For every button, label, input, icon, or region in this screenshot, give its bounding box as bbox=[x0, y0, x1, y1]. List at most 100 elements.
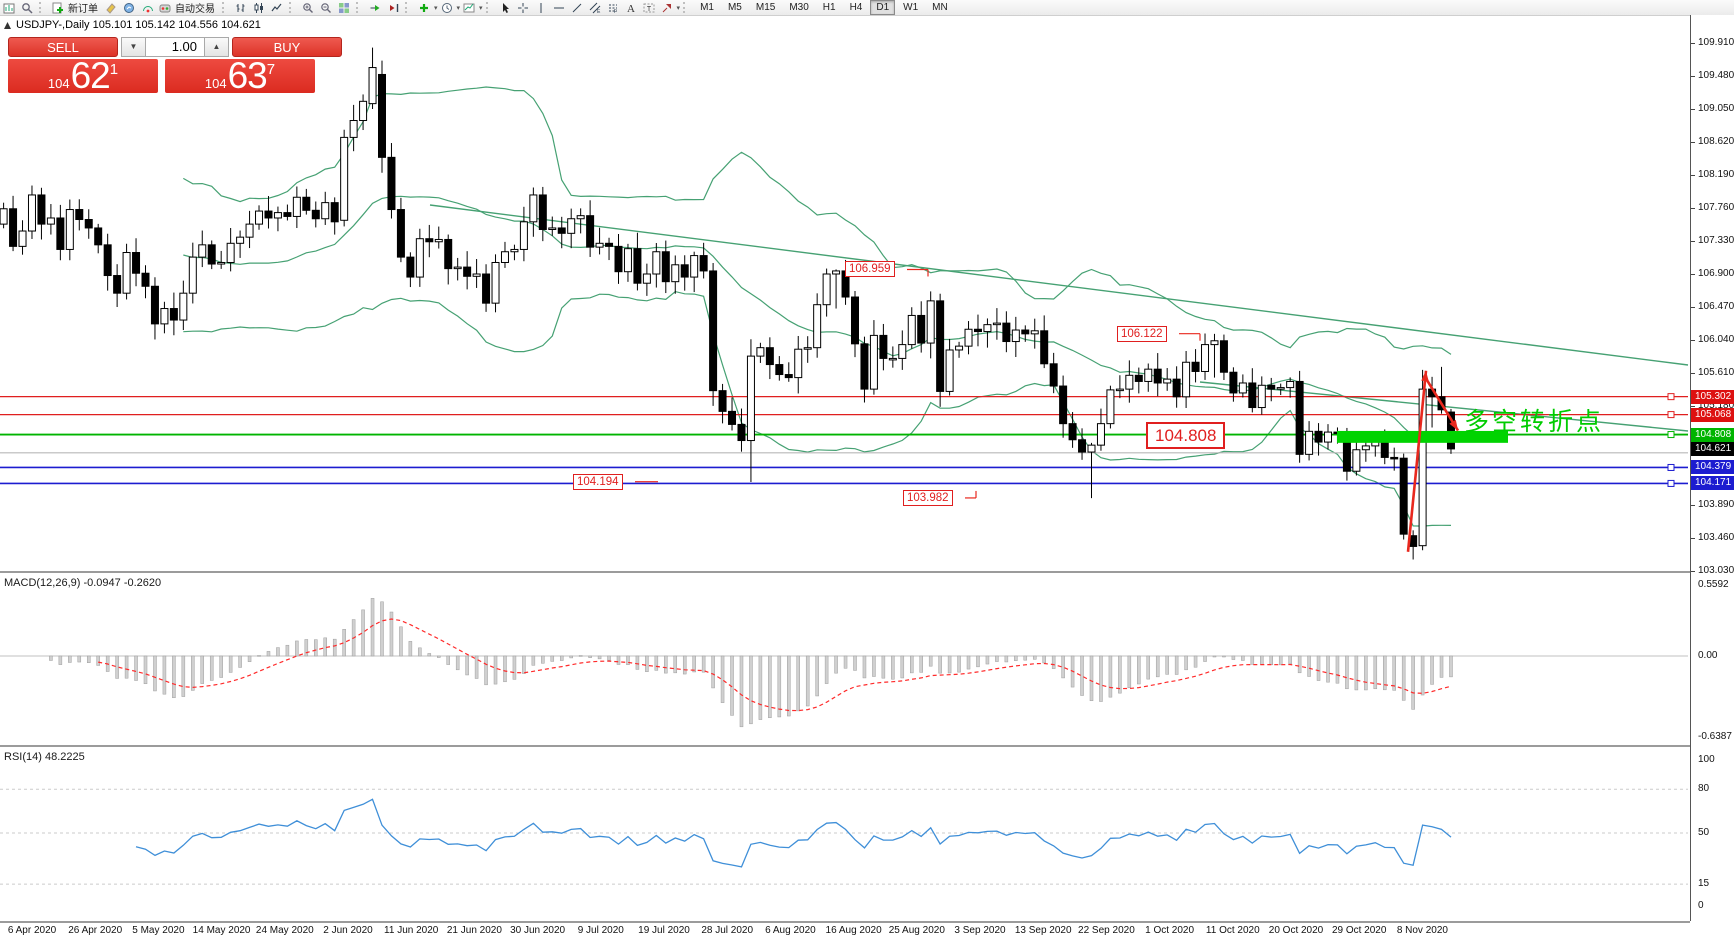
macd-histogram-bar bbox=[446, 655, 450, 665]
templates-icon[interactable] bbox=[460, 1, 478, 15]
timeframe-button-H1[interactable]: H1 bbox=[822, 2, 836, 13]
candle-body bbox=[917, 314, 926, 344]
horizontal-line-icon[interactable] bbox=[550, 1, 568, 15]
trend-arrow-1[interactable] bbox=[1406, 370, 1428, 552]
macd-histogram-bar bbox=[1080, 655, 1084, 696]
candle-body bbox=[907, 314, 916, 346]
ask-price-display[interactable]: 104 63 7 bbox=[165, 57, 315, 94]
level-line-handle[interactable] bbox=[1667, 479, 1675, 487]
new-order-icon[interactable] bbox=[49, 1, 67, 15]
sell-button[interactable]: SELL bbox=[8, 37, 118, 57]
price-label-104.808[interactable]: 104.808 bbox=[1146, 421, 1226, 449]
macd-rsi-separator[interactable] bbox=[0, 745, 1690, 748]
timeframe-button-M5[interactable]: M5 bbox=[727, 2, 742, 13]
volume-increase-button[interactable]: ▲ bbox=[204, 37, 229, 57]
candle-body bbox=[160, 308, 169, 325]
chart-shift-icon[interactable] bbox=[384, 1, 402, 15]
styler-icon[interactable] bbox=[102, 1, 120, 15]
line-chart-icon[interactable] bbox=[268, 1, 286, 15]
one-click-toggle-icon[interactable] bbox=[3, 21, 12, 30]
trendline-icon[interactable] bbox=[568, 1, 586, 15]
candle-body bbox=[567, 218, 576, 234]
autotrade-label[interactable]: 自动交易 bbox=[175, 4, 215, 15]
market-watch-icon[interactable] bbox=[120, 1, 138, 15]
bar-chart-icon[interactable] bbox=[232, 1, 250, 15]
dropdown-caret-icon[interactable]: ▾ bbox=[434, 4, 438, 12]
macd-histogram-bar bbox=[1316, 655, 1321, 681]
macd-histogram-bar bbox=[1250, 655, 1255, 665]
cursor-icon[interactable] bbox=[496, 1, 514, 15]
autotrade-icon[interactable] bbox=[156, 1, 174, 15]
macd-histogram-bar bbox=[512, 655, 517, 680]
candle-body bbox=[491, 261, 500, 304]
price-axis[interactable]: 109.910 109.480 109.050 108.620 108.190 107.7… bbox=[1690, 15, 1734, 921]
fibonacci-icon[interactable]: F bbox=[604, 1, 622, 15]
candle-body bbox=[633, 248, 642, 284]
price-label-104.194[interactable]: 104.194 bbox=[573, 473, 623, 490]
zoom-out-icon[interactable] bbox=[317, 1, 335, 15]
timeframe-button-M15[interactable]: M15 bbox=[755, 2, 776, 13]
macd-histogram-bar bbox=[1401, 655, 1406, 701]
price-label-106.959[interactable]: 106.959 bbox=[845, 261, 895, 278]
signals-icon[interactable] bbox=[138, 1, 156, 15]
macd-histogram-bar bbox=[153, 655, 157, 692]
price-label-106.122[interactable]: 106.122 bbox=[1117, 325, 1167, 342]
turning-point-zone[interactable] bbox=[1337, 430, 1508, 443]
zoom-in-icon[interactable] bbox=[299, 1, 317, 15]
indicators-icon[interactable] bbox=[415, 1, 433, 15]
timeframe-button-W1[interactable]: W1 bbox=[903, 2, 919, 13]
date-axis[interactable]: 6 Apr 2020 26 Apr 2020 5 May 2020 14 May 20… bbox=[0, 923, 1734, 940]
timeframe-button-M30[interactable]: M30 bbox=[789, 2, 809, 13]
level-line-handle[interactable] bbox=[1667, 431, 1675, 439]
channel-icon[interactable]: E bbox=[586, 1, 604, 15]
dropdown-caret-icon[interactable]: ▾ bbox=[456, 4, 461, 12]
candle-body bbox=[444, 238, 453, 270]
macd-histogram-bar bbox=[758, 655, 763, 720]
crosshair-icon[interactable] bbox=[514, 1, 532, 15]
price-axis-tick: 105.180 bbox=[1698, 400, 1734, 411]
level-line-handle[interactable] bbox=[1667, 463, 1675, 471]
candlestick-icon[interactable] bbox=[250, 1, 268, 15]
macd-histogram-bar bbox=[910, 655, 914, 674]
periods-icon[interactable] bbox=[438, 1, 456, 15]
new-order-label[interactable]: 新订单 bbox=[68, 4, 98, 15]
main-macd-separator[interactable] bbox=[0, 571, 1690, 574]
timeframe-button-MN[interactable]: MN bbox=[932, 2, 948, 13]
buy-button[interactable]: BUY bbox=[232, 37, 342, 57]
candle-body bbox=[132, 252, 141, 274]
candle-body bbox=[1021, 329, 1030, 335]
auto-scroll-icon[interactable] bbox=[366, 1, 384, 15]
volume-decrease-button[interactable]: ▼ bbox=[121, 37, 146, 57]
chart-window-icon[interactable] bbox=[0, 1, 18, 15]
dropdown-caret-icon[interactable]: ▾ bbox=[676, 4, 681, 12]
trend-arrow-2[interactable] bbox=[1422, 374, 1460, 432]
macd-histogram-bar bbox=[427, 653, 432, 657]
search-icon[interactable] bbox=[18, 1, 36, 15]
text-icon[interactable]: A bbox=[622, 1, 640, 15]
vertical-line-icon[interactable] bbox=[532, 1, 550, 15]
volume-input[interactable]: 1.00 bbox=[146, 37, 204, 57]
timeframe-button-D1[interactable]: D1 bbox=[870, 0, 896, 15]
price-axis-tick: 109.050 bbox=[1698, 103, 1734, 114]
turning-point-annotation[interactable]: 多空转折点 bbox=[1464, 408, 1605, 436]
macd-histogram-bar bbox=[247, 655, 252, 662]
price-label-103.982[interactable]: 103.982 bbox=[903, 489, 953, 506]
price-level-chip-105.302: 105.302 bbox=[1691, 389, 1734, 404]
tile-windows-icon[interactable] bbox=[335, 1, 353, 15]
trendline-1[interactable] bbox=[429, 204, 1689, 366]
timeframe-button-M1[interactable]: M1 bbox=[700, 2, 714, 13]
timeframe-button-H4[interactable]: H4 bbox=[849, 2, 863, 13]
macd-histogram-bar bbox=[399, 626, 403, 657]
dropdown-caret-icon[interactable]: ▾ bbox=[479, 4, 483, 12]
macd-histogram-bar bbox=[834, 655, 838, 674]
ask-pip-digit: 7 bbox=[266, 61, 276, 78]
bid-price-display[interactable]: 104 62 1 bbox=[8, 57, 158, 94]
rsi-axis-tick: 80 bbox=[1698, 783, 1710, 795]
level-line-handle[interactable] bbox=[1667, 393, 1675, 401]
candle-body bbox=[879, 334, 888, 359]
arrows-icon[interactable] bbox=[658, 1, 676, 15]
text-label-icon[interactable]: T bbox=[640, 1, 658, 15]
level-line-handle[interactable] bbox=[1667, 411, 1675, 419]
candle-body bbox=[623, 248, 632, 273]
